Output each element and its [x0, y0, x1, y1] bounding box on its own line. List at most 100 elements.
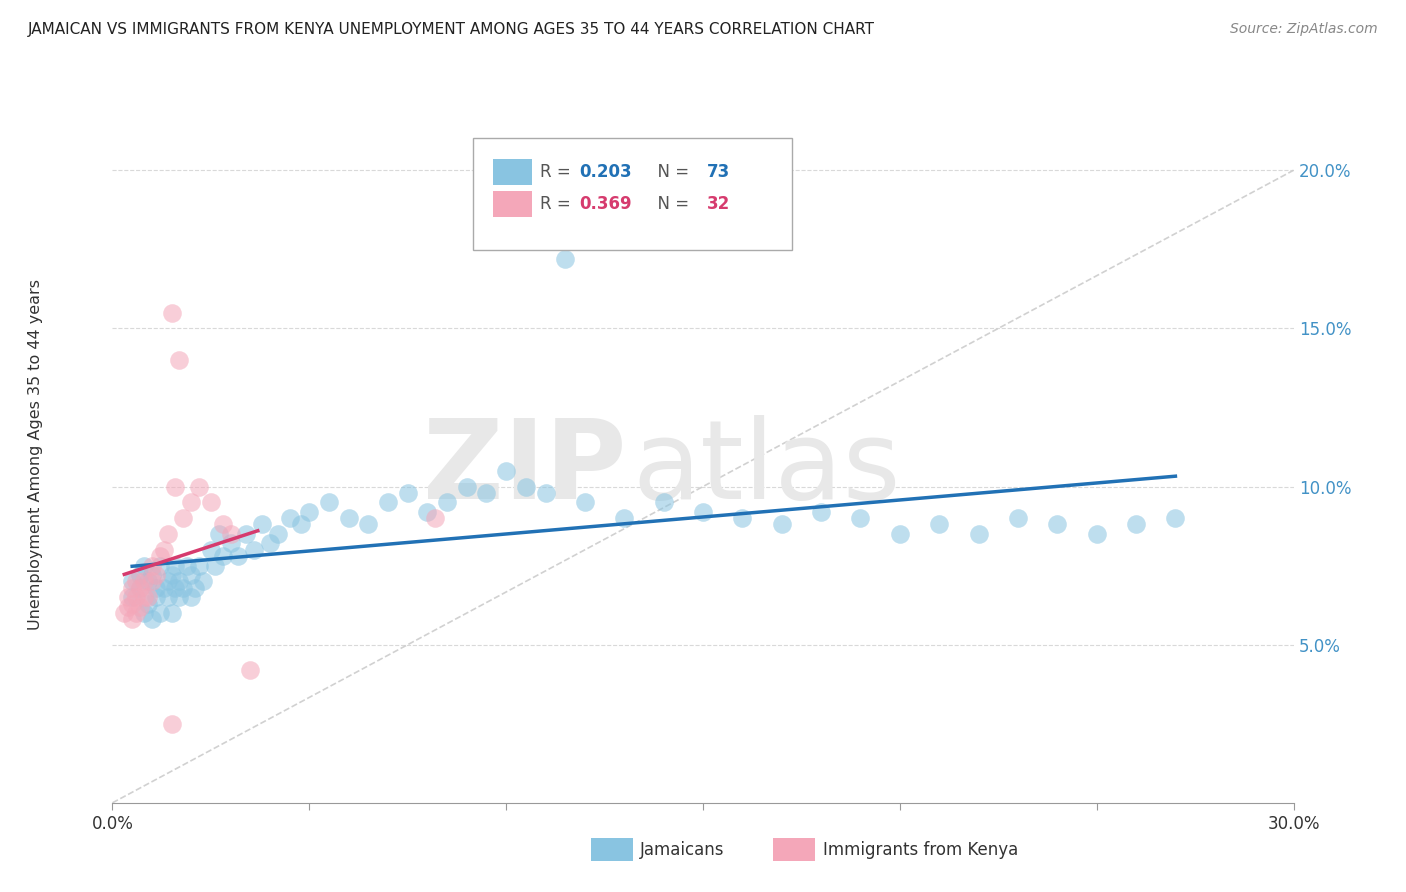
Point [184, 581, 207, 595]
Point [416, 505, 439, 519]
Point [278, 511, 301, 525]
Point [188, 479, 211, 493]
Point [149, 549, 172, 563]
Point [172, 511, 194, 525]
Point [191, 574, 214, 589]
Point [180, 495, 202, 509]
Point [613, 511, 636, 525]
Point [169, 574, 191, 589]
Point [1164, 511, 1187, 525]
Point [318, 495, 340, 509]
Point [574, 495, 596, 509]
Point [125, 606, 148, 620]
Text: N =: N = [648, 162, 695, 181]
Point [141, 612, 163, 626]
Point [219, 536, 242, 550]
Point [121, 574, 143, 589]
Point [211, 549, 233, 563]
Text: Unemployment Among Ages 35 to 44 years: Unemployment Among Ages 35 to 44 years [28, 279, 44, 631]
Text: atlas: atlas [633, 416, 901, 523]
Point [145, 591, 167, 605]
Point [267, 527, 290, 541]
Point [152, 581, 174, 595]
Point [425, 511, 447, 525]
Text: ZIP: ZIP [423, 416, 626, 523]
Point [235, 527, 257, 541]
Point [165, 479, 187, 493]
Point [129, 599, 152, 614]
Point [219, 527, 242, 541]
Point [132, 591, 155, 605]
Point [928, 517, 950, 532]
Point [132, 574, 155, 589]
Point [125, 591, 148, 605]
Point [475, 486, 498, 500]
Point [165, 581, 187, 595]
Point [121, 597, 143, 611]
Point [149, 558, 172, 573]
Point [200, 495, 222, 509]
Point [515, 479, 537, 493]
Point [1007, 511, 1029, 525]
Point [180, 591, 202, 605]
Point [534, 486, 557, 500]
Text: 32: 32 [707, 194, 730, 213]
Point [141, 574, 163, 589]
Point [290, 517, 312, 532]
Point [357, 517, 380, 532]
Point [169, 353, 191, 368]
Point [495, 464, 517, 478]
Point [259, 536, 281, 550]
Text: Jamaicans: Jamaicans [640, 841, 724, 859]
Point [1046, 517, 1069, 532]
Point [770, 517, 793, 532]
Point [239, 663, 262, 677]
Point [160, 568, 183, 582]
Point [136, 597, 159, 611]
Point [337, 511, 360, 525]
Point [211, 517, 233, 532]
Point [156, 591, 179, 605]
Point [136, 574, 159, 589]
Point [160, 305, 183, 319]
Point [176, 558, 198, 573]
Point [156, 527, 179, 541]
Point [188, 558, 211, 573]
Point [121, 591, 143, 605]
Point [129, 568, 152, 582]
Point [456, 479, 478, 493]
Point [156, 574, 179, 589]
Text: Immigrants from Kenya: Immigrants from Kenya [823, 841, 1018, 859]
Point [136, 591, 159, 605]
Point [132, 558, 155, 573]
Point [165, 558, 187, 573]
Point [152, 542, 174, 557]
Text: R =: R = [540, 194, 576, 213]
Point [160, 716, 183, 731]
Point [298, 505, 321, 519]
Point [121, 612, 143, 626]
Point [204, 558, 226, 573]
Point [208, 527, 231, 541]
Point [200, 542, 222, 557]
Point [169, 591, 191, 605]
Point [141, 568, 163, 582]
Point [1085, 527, 1108, 541]
Text: 0.203: 0.203 [579, 162, 631, 181]
Text: JAMAICAN VS IMMIGRANTS FROM KENYA UNEMPLOYMENT AMONG AGES 35 TO 44 YEARS CORRELA: JAMAICAN VS IMMIGRANTS FROM KENYA UNEMPL… [28, 22, 875, 37]
Text: 0.369: 0.369 [579, 194, 631, 213]
Point [149, 606, 172, 620]
Point [172, 581, 194, 595]
Text: N =: N = [648, 194, 695, 213]
Text: R =: R = [540, 162, 576, 181]
FancyBboxPatch shape [492, 191, 531, 217]
Point [141, 558, 163, 573]
Point [129, 581, 152, 595]
Text: Source: ZipAtlas.com: Source: ZipAtlas.com [1230, 22, 1378, 37]
Point [112, 606, 135, 620]
Point [145, 568, 167, 582]
Point [731, 511, 754, 525]
Point [967, 527, 990, 541]
Point [125, 574, 148, 589]
Point [652, 495, 675, 509]
